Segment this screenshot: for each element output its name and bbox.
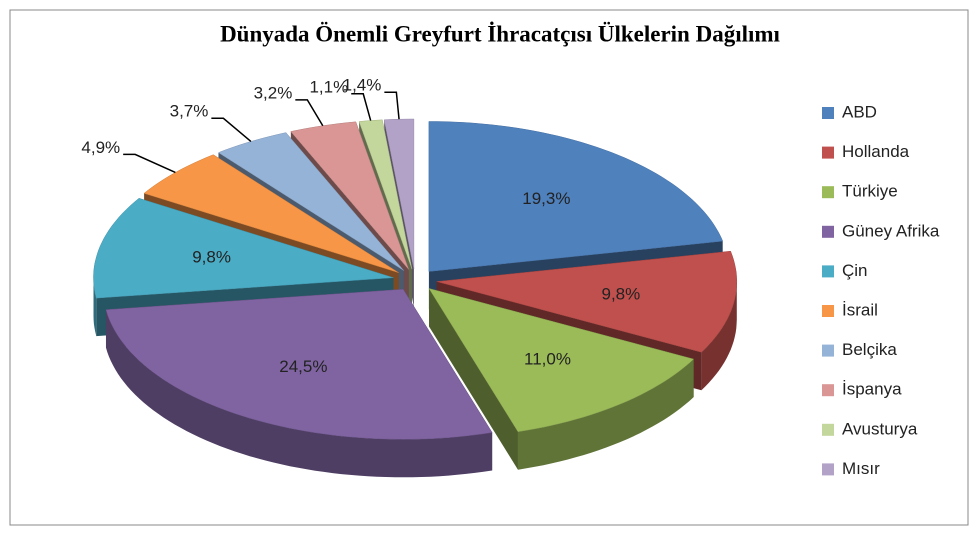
data-label: 11,0%: [524, 350, 571, 369]
slice-top: [428, 288, 695, 432]
legend-swatch: [822, 344, 834, 357]
data-label: 1,1%: [309, 77, 348, 96]
leader-line: [123, 153, 176, 174]
legend-label: ABD: [842, 102, 877, 121]
slice-top: [436, 250, 738, 353]
data-label: 24,5%: [279, 357, 327, 376]
chart-title: Dünyada Önemli Greyfurt İhracatçısı Ülke…: [220, 21, 780, 46]
legend-label: Avusturya: [842, 419, 918, 438]
legend-label: İspanya: [842, 380, 902, 399]
legend-swatch: [822, 186, 834, 199]
data-label: 3,7%: [170, 102, 209, 121]
legend-label: Belçika: [842, 340, 897, 359]
slice-top: [428, 121, 724, 272]
legend-swatch: [822, 423, 834, 436]
legend-swatch: [822, 305, 834, 317]
leader-line: [351, 93, 372, 121]
data-label: 3,2%: [254, 83, 293, 102]
leader-line: [384, 91, 400, 120]
data-label: 9,8%: [601, 284, 640, 303]
slice-wall: [429, 288, 518, 470]
slice-side: [701, 281, 737, 391]
slice-top: [93, 198, 394, 299]
legend-swatch: [822, 384, 834, 397]
slice-side: [518, 359, 694, 470]
leader-line: [211, 117, 252, 143]
slice-side: [106, 309, 493, 478]
legend-label: İsrail: [842, 300, 878, 319]
legend-label: Güney Afrika: [842, 221, 940, 240]
slice-side: [93, 277, 97, 337]
slice-top: [358, 119, 413, 270]
legend-label: Çin: [842, 261, 868, 280]
legend-swatch: [822, 463, 834, 476]
legend-label: Mısır: [842, 459, 880, 478]
data-label: 19,3%: [522, 189, 570, 208]
leader-line: [295, 99, 324, 127]
slice-top: [143, 154, 399, 273]
slice-top: [217, 132, 404, 271]
data-label: 9,8%: [192, 248, 231, 267]
data-label: 4,9%: [81, 138, 120, 157]
legend-label: Türkiye: [842, 182, 898, 201]
legend-swatch: [822, 107, 834, 119]
data-label: 1,4%: [343, 76, 382, 95]
slice-top: [105, 289, 493, 440]
legend-swatch: [822, 225, 834, 238]
legend-swatch: [822, 146, 834, 159]
legend-label: Hollanda: [842, 142, 910, 161]
legend-swatch: [822, 265, 834, 278]
